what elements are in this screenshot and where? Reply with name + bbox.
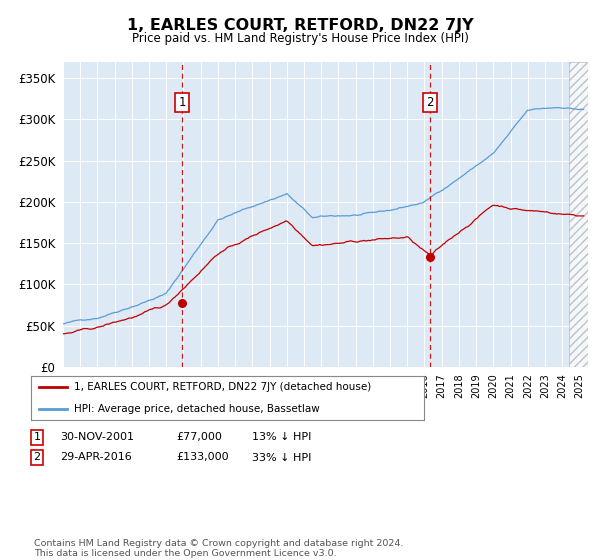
Text: 1: 1 [178,96,186,109]
Text: 33% ↓ HPI: 33% ↓ HPI [252,452,311,463]
Text: 1, EARLES COURT, RETFORD, DN22 7JY: 1, EARLES COURT, RETFORD, DN22 7JY [127,18,473,33]
Text: 29-APR-2016: 29-APR-2016 [60,452,132,463]
Text: HPI: Average price, detached house, Bassetlaw: HPI: Average price, detached house, Bass… [74,404,320,414]
Text: Contains HM Land Registry data © Crown copyright and database right 2024.
This d: Contains HM Land Registry data © Crown c… [34,539,403,558]
Text: 30-NOV-2001: 30-NOV-2001 [60,432,134,442]
Text: 1: 1 [34,432,41,442]
Text: £77,000: £77,000 [176,432,221,442]
Text: 2: 2 [34,452,41,463]
Text: 2: 2 [427,96,434,109]
Text: 13% ↓ HPI: 13% ↓ HPI [252,432,311,442]
Text: £133,000: £133,000 [176,452,229,463]
Text: Price paid vs. HM Land Registry's House Price Index (HPI): Price paid vs. HM Land Registry's House … [131,32,469,45]
Text: 1, EARLES COURT, RETFORD, DN22 7JY (detached house): 1, EARLES COURT, RETFORD, DN22 7JY (deta… [74,382,371,392]
